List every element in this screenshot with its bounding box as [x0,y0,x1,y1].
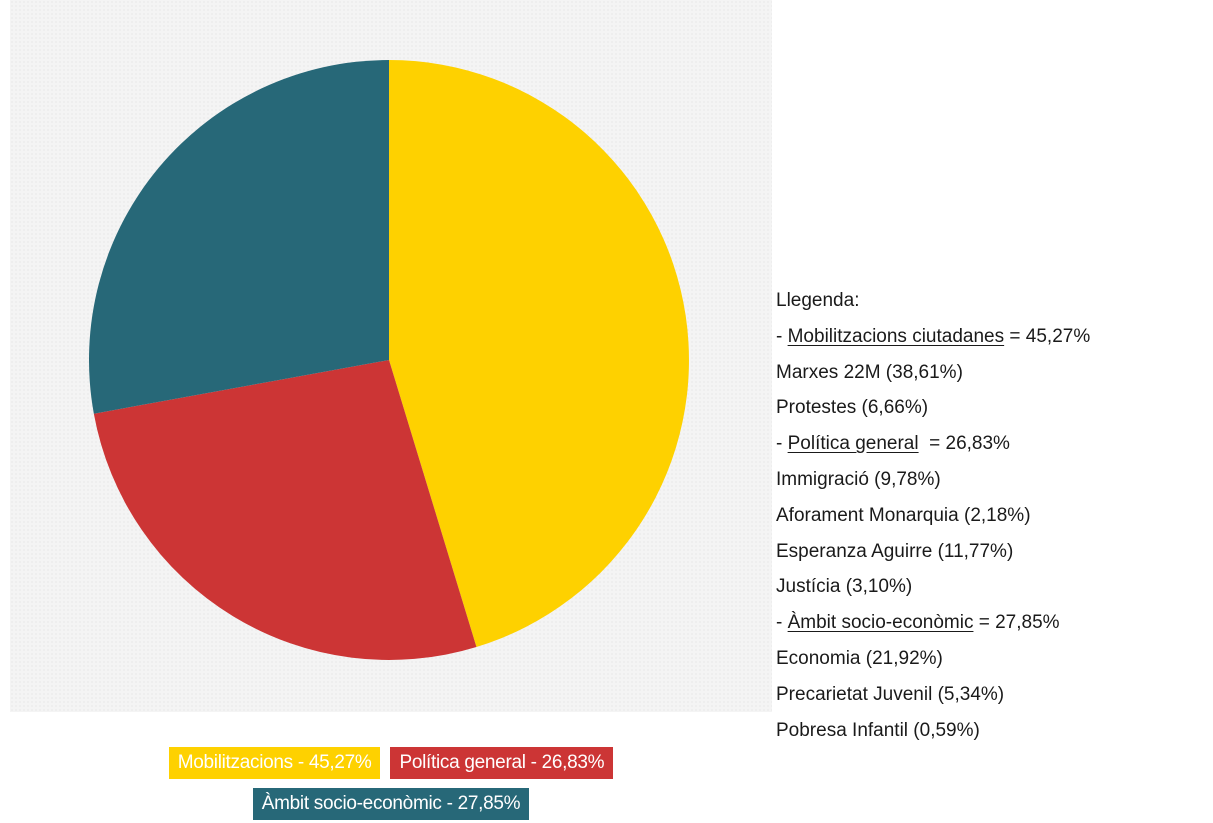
legend-group-header: - Àmbit socio-econòmic = 27,85% [776,605,1213,641]
legend-group-prefix: - [776,325,788,347]
legend-group-total: = 26,83% [918,433,1010,455]
legend-item: Protestes (6,66%) [776,397,929,419]
pie-slice-politica-general [93,360,477,660]
pie-slice-mobilitzacions [389,60,689,647]
legend-item: Aforament Monarquia (2,18%) [776,504,1031,526]
legend-item: Immigració (9,78%) [776,468,941,490]
legend-item: Marxes 22M (38,61%) [776,361,963,383]
legend-group-header: - Mobilitzacions ciutadanes = 45,27% [776,319,1213,355]
legend-item: Esperanza Aguirre (11,77%) [776,540,1014,562]
legend-group-prefix: - [776,612,788,634]
legend-tags: Mobilitzacions - 45,27% Política general… [0,747,782,823]
legend-item: Precarietat Juvenil (5,34%) [776,683,1005,705]
legend-group-prefix: - [776,433,788,455]
legend-group-name: Àmbit socio-econòmic [787,612,974,634]
legend-tag-politica-general: Política general - 26,83% [390,747,614,779]
legend-group-name: Mobilitzacions ciutadanes [787,325,1005,347]
legend-tag-mobilitzacions: Mobilitzacions - 45,27% [168,747,381,779]
legend-tag-ambit-socio-economic: Àmbit socio-econòmic - 27,85% [252,788,530,820]
legend-group-total: = 27,85% [973,612,1060,634]
pie-chart [88,60,689,660]
side-legend-title: Llegenda: [776,290,860,311]
legend-group-header: - Política general = 26,83% [776,426,1213,462]
legend-item: Economia (21,92%) [776,647,943,669]
side-legend: Llegenda: - Mobilitzacions ciutadanes = … [776,283,1213,748]
legend-group-name: Política general [787,433,919,455]
legend-tag-row: Àmbit socio-econòmic - 27,85% [0,788,782,820]
legend-item: Pobresa Infantil (0,59%) [776,719,980,741]
legend-item: Justícia (3,10%) [776,576,913,598]
chart-area [10,0,772,712]
legend-tag-row: Mobilitzacions - 45,27% Política general… [0,747,782,779]
pie-slice-ambit-socio-economic [88,60,390,414]
legend-group-total: = 45,27% [1004,325,1091,347]
